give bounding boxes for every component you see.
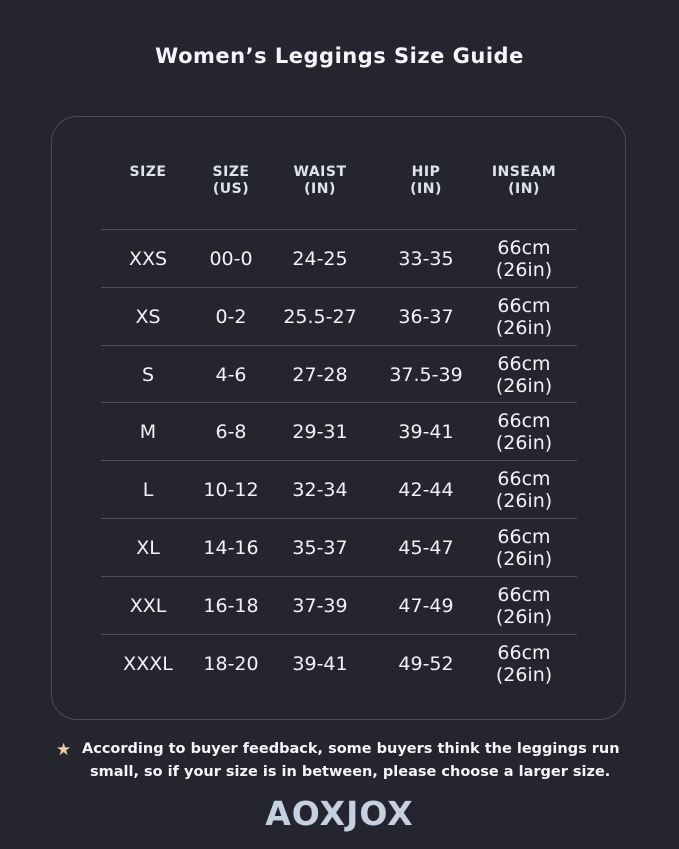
cell-inseam: 66cm (26in) bbox=[496, 346, 552, 404]
cell-us: 0-2 bbox=[215, 305, 247, 328]
header-label: SIZE bbox=[212, 164, 250, 180]
inseam-value: 66cm bbox=[497, 641, 551, 664]
star-icon: ★ bbox=[56, 740, 72, 760]
inseam-value: (26in) bbox=[495, 605, 553, 628]
header-unit: (US) bbox=[212, 181, 250, 197]
inseam-value: (26in) bbox=[495, 490, 553, 513]
cell-waist: 25.5-27 bbox=[283, 305, 357, 328]
inseam-value: (26in) bbox=[495, 548, 553, 570]
cell-size: XXL bbox=[129, 594, 167, 617]
cell-us: 4-6 bbox=[215, 363, 247, 386]
row-divider bbox=[101, 633, 577, 635]
header-label: WAIST bbox=[293, 164, 347, 180]
inseam-value: (26in) bbox=[495, 432, 553, 455]
cell-us: 14-16 bbox=[203, 537, 259, 559]
cell-size: XXXL bbox=[123, 652, 173, 675]
inseam-value: (26in) bbox=[495, 259, 553, 281]
header-label: SIZE bbox=[129, 164, 167, 180]
cell-inseam: 66cm (26in) bbox=[496, 635, 552, 693]
cell-us: 00-0 bbox=[209, 248, 253, 270]
row-divider bbox=[101, 460, 577, 462]
cell-waist: 39-41 bbox=[292, 652, 348, 675]
header-unit: (IN) bbox=[304, 181, 336, 197]
cell-us: 6-8 bbox=[215, 421, 247, 444]
cell-size: XS bbox=[135, 305, 161, 328]
cell-hip: 33-35 bbox=[398, 248, 454, 270]
table-row: S 4-6 27-28 37.5-39 66cm (26in) bbox=[0, 346, 679, 404]
inseam-value: (26in) bbox=[495, 374, 553, 397]
cell-hip: 36-37 bbox=[398, 305, 454, 328]
cell-waist: 27-28 bbox=[292, 363, 348, 386]
header-waist: WAIST (IN) bbox=[294, 164, 347, 198]
cell-hip: 42-44 bbox=[398, 479, 454, 502]
cell-size: XXS bbox=[128, 248, 168, 270]
fit-note-line-2: small, so if your size is in between, pl… bbox=[90, 764, 611, 780]
cell-waist: 35-37 bbox=[292, 537, 348, 559]
inseam-value: 66cm bbox=[497, 237, 551, 259]
inseam-value: 66cm bbox=[497, 583, 551, 606]
header-inseam: INSEAM (IN) bbox=[492, 164, 556, 198]
table-row: XXS 00-0 24-25 33-35 66cm (26in) bbox=[0, 230, 679, 288]
header-unit: (IN) bbox=[508, 181, 540, 197]
cell-size: S bbox=[141, 363, 155, 386]
cell-us: 18-20 bbox=[203, 652, 259, 675]
cell-waist: 29-31 bbox=[292, 421, 348, 444]
cell-waist: 32-34 bbox=[292, 479, 348, 502]
inseam-value: 66cm bbox=[497, 526, 551, 548]
cell-inseam: 66cm (26in) bbox=[496, 519, 552, 577]
row-divider bbox=[101, 402, 577, 404]
cell-hip: 47-49 bbox=[398, 594, 454, 617]
size-table-frame bbox=[51, 116, 626, 720]
cell-hip: 45-47 bbox=[398, 537, 454, 559]
table-row: L 10-12 32-34 42-44 66cm (26in) bbox=[0, 461, 679, 519]
cell-waist: 24-25 bbox=[292, 248, 348, 270]
inseam-value: 66cm bbox=[497, 410, 551, 433]
table-row: M 6-8 29-31 39-41 66cm (26in) bbox=[0, 403, 679, 461]
fit-note: According to buyer feedback, some buyers… bbox=[82, 738, 620, 784]
cell-hip: 37.5-39 bbox=[389, 363, 463, 386]
table-row: XXXL 18-20 39-41 49-52 66cm (26in) bbox=[0, 635, 679, 693]
table-row: XL 14-16 35-37 45-47 66cm (26in) bbox=[0, 519, 679, 577]
header-hip: HIP (IN) bbox=[410, 164, 442, 198]
row-divider bbox=[101, 286, 577, 288]
cell-inseam: 66cm (26in) bbox=[496, 288, 552, 346]
cell-hip: 49-52 bbox=[398, 652, 454, 675]
header-us: SIZE (US) bbox=[212, 164, 249, 198]
cell-inseam: 66cm (26in) bbox=[496, 230, 552, 288]
header-label: HIP bbox=[411, 164, 441, 180]
cell-size: M bbox=[139, 421, 157, 444]
fit-note-line-1: According to buyer feedback, some buyers… bbox=[82, 741, 620, 757]
row-divider bbox=[101, 229, 577, 230]
header-size: SIZE bbox=[129, 164, 166, 181]
inseam-value: 66cm bbox=[497, 468, 551, 491]
row-divider bbox=[101, 575, 577, 577]
cell-hip: 39-41 bbox=[398, 421, 454, 444]
row-divider bbox=[101, 344, 577, 346]
cell-inseam: 66cm (26in) bbox=[496, 461, 552, 519]
brand-logo: AOXJOX bbox=[265, 794, 414, 833]
header-label: INSEAM bbox=[491, 164, 557, 180]
cell-size: XL bbox=[136, 537, 160, 559]
inseam-value: 66cm bbox=[497, 294, 551, 317]
table-row: XXL 16-18 37-39 47-49 66cm (26in) bbox=[0, 577, 679, 635]
cell-inseam: 66cm (26in) bbox=[496, 403, 552, 461]
header-unit: (IN) bbox=[410, 181, 442, 197]
inseam-value: 66cm bbox=[497, 352, 551, 375]
inseam-value: (26in) bbox=[495, 316, 553, 339]
table-row: XS 0-2 25.5-27 36-37 66cm (26in) bbox=[0, 288, 679, 346]
cell-us: 16-18 bbox=[203, 594, 259, 617]
cell-size: L bbox=[142, 479, 154, 502]
cell-inseam: 66cm (26in) bbox=[496, 577, 552, 635]
row-divider bbox=[101, 518, 577, 519]
cell-us: 10-12 bbox=[203, 479, 259, 502]
page-title: Women’s Leggings Size Guide bbox=[155, 44, 524, 68]
cell-waist: 37-39 bbox=[292, 594, 348, 617]
inseam-value: (26in) bbox=[495, 663, 553, 686]
